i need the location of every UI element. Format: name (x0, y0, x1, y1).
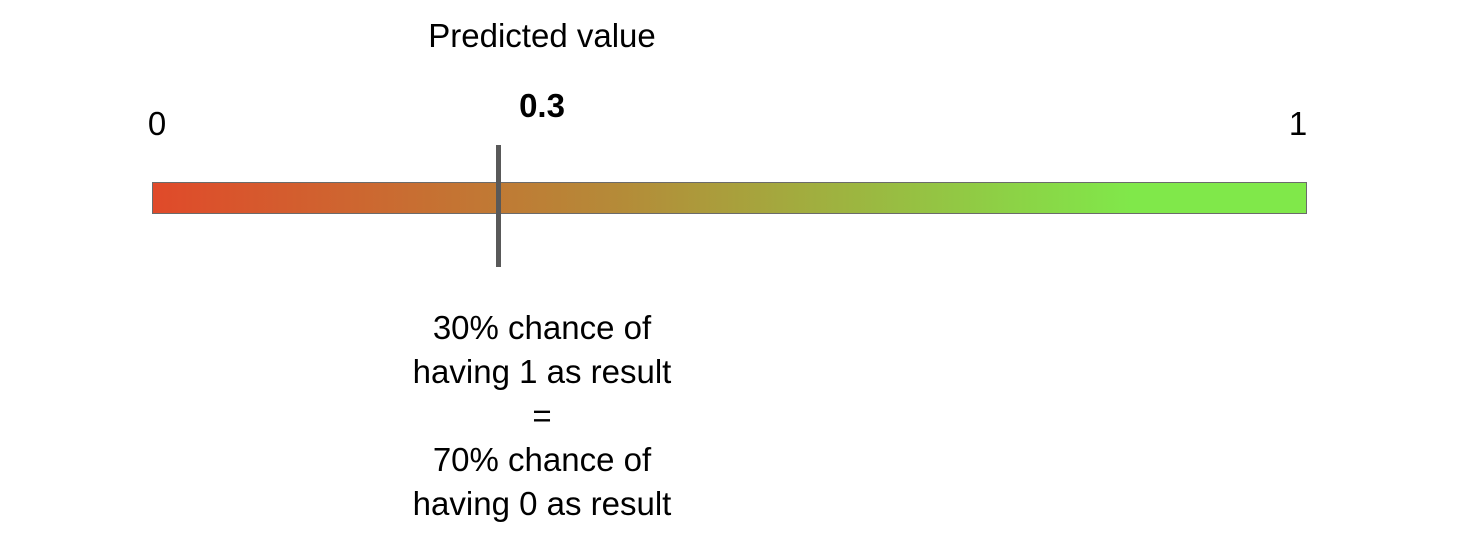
explanation-line-2: having 1 as result (412, 353, 672, 390)
explanation-line-5: having 0 as result (412, 485, 672, 522)
scale-min-label: 0 (147, 105, 167, 142)
diagram-title: Predicted value (428, 17, 656, 54)
explanation-line-1: 30% chance of (432, 309, 652, 346)
scale-max-label: 1 (1288, 105, 1308, 142)
explanation-line-3: = (532, 397, 552, 434)
explanation-text: 30% chance of having 1 as result = 70% c… (413, 306, 672, 526)
explanation-line-4: 70% chance of (432, 441, 652, 478)
predicted-value-label: 0.3 (519, 87, 565, 124)
predicted-value-marker (496, 145, 501, 267)
probability-gradient-bar (152, 182, 1307, 214)
